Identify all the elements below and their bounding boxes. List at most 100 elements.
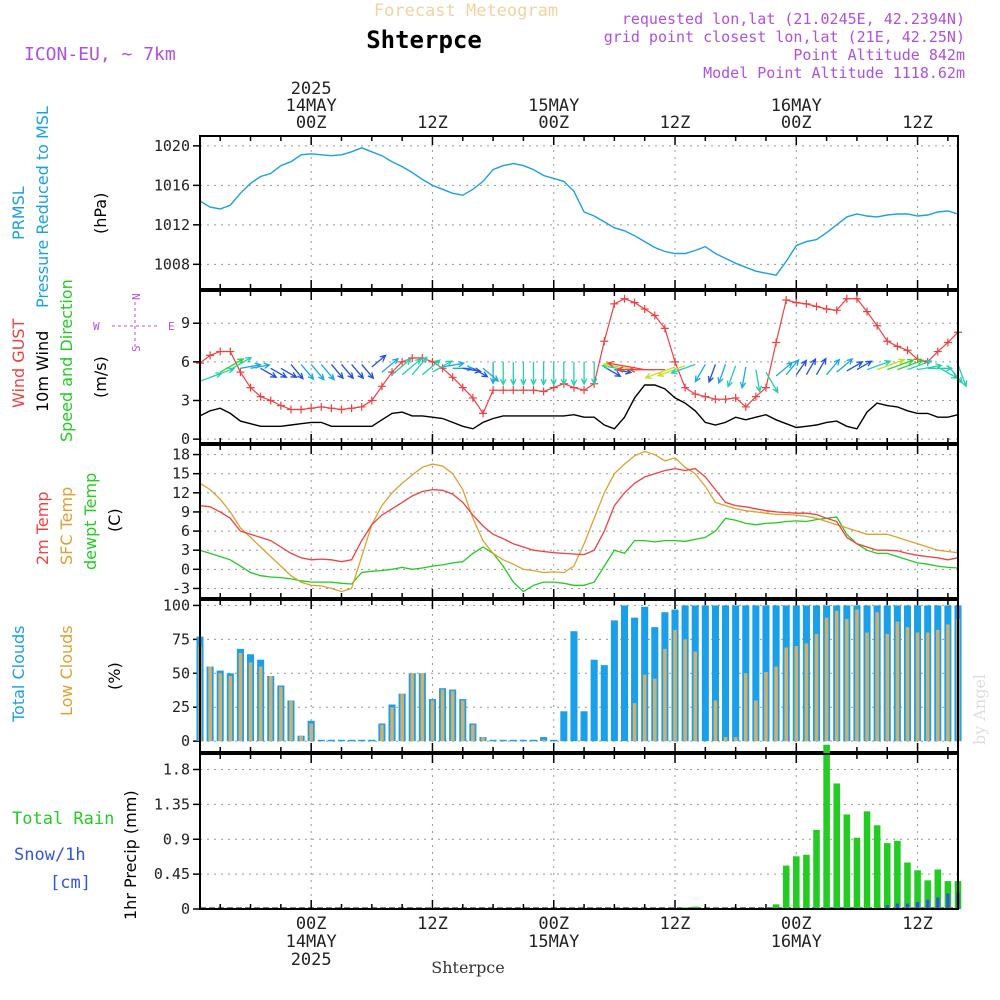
total-cloud-bar (631, 617, 639, 742)
rain-bar (904, 862, 911, 909)
rain-bar (914, 870, 921, 909)
clouds-ytick-label: 25 (172, 698, 190, 716)
low-cloud-bar (693, 651, 697, 742)
rain-bar (823, 744, 830, 909)
total-cloud-bar (600, 665, 608, 742)
wind-direction-arrow (876, 358, 906, 371)
clouds-ytick-label: 75 (172, 630, 190, 648)
wind-direction-arrow (694, 364, 706, 383)
temp-label-sfc: SFC Temp (57, 487, 76, 565)
gust-marker (630, 298, 639, 307)
clouds-ytick-label: 0 (181, 732, 190, 750)
wind-direction-arrow (250, 362, 271, 370)
wind-direction-arrow (510, 361, 517, 387)
pressure-ytick-label: 1012 (154, 216, 190, 234)
total-cloud-bar (327, 739, 335, 742)
gust-marker (509, 386, 518, 395)
gust-marker (256, 392, 265, 401)
wind-10m-line (199, 384, 959, 430)
wind-direction-arrow (280, 367, 298, 379)
wind-direction-arrow (591, 361, 598, 386)
low-cloud-bar (946, 624, 950, 742)
wind-direction-arrow (219, 358, 245, 373)
wind-label-10m: 10m Wind (33, 331, 52, 412)
low-cloud-bar (218, 673, 222, 742)
wind-direction-arrow (795, 359, 808, 376)
top-time-label: 00Z (538, 113, 569, 133)
low-cloud-bar (824, 617, 829, 742)
gust-marker (792, 298, 801, 307)
gust-marker (367, 396, 376, 405)
wind-panel: Wind GUST 10m Wind Speed and Direction (… (9, 279, 175, 442)
total-cloud-bar (317, 739, 325, 742)
model-label: ICON-EU, ~ 7km (24, 44, 176, 65)
gust-marker (246, 383, 255, 392)
pressure-ytick-label: 1008 (154, 255, 190, 273)
wind-plot: 0 3 6 9 (181, 290, 968, 448)
gust-marker (317, 402, 326, 411)
wind-direction-arrow (421, 359, 441, 376)
compass-n: N (130, 293, 143, 300)
wind-direction-arrow (452, 365, 474, 372)
low-cloud-bar (895, 621, 900, 742)
temp-ytick-label: 0 (181, 560, 190, 578)
precip-ytick-label: 1.35 (154, 795, 190, 813)
gust-marker (337, 405, 346, 414)
wind-direction-arrow (856, 360, 873, 371)
low-cloud-bar (410, 673, 415, 742)
precip-ytick-label: 0.9 (163, 830, 190, 848)
gust-marker (499, 386, 508, 395)
gust-marker (772, 338, 781, 347)
gust-marker (236, 368, 245, 377)
gust-marker (327, 404, 336, 413)
precip-ytick-label: 0.45 (154, 865, 190, 883)
bottom-time-label: 14MAY (286, 932, 337, 952)
wind-direction-arrow (670, 363, 696, 375)
location-title: Shterpce (366, 26, 482, 54)
wind-frame (199, 290, 959, 444)
low-cloud-bar (279, 686, 283, 742)
low-cloud-bar (289, 700, 293, 742)
rain-bar (863, 811, 871, 909)
temp-ytick-label: 12 (172, 484, 190, 502)
bottom-time-label: 12Z (660, 914, 691, 934)
gust-marker (478, 409, 487, 418)
rain-bar (833, 783, 841, 909)
gust-marker (580, 386, 589, 395)
gust-marker (297, 405, 306, 414)
low-cloud-bar (238, 652, 243, 742)
low-cloud-bar (481, 737, 485, 742)
top-time-label: 12Z (902, 113, 933, 133)
gust-marker (539, 387, 548, 396)
temp-ytick-label: -3 (172, 579, 190, 597)
gust-marker (448, 373, 457, 382)
wind-direction-arrow (411, 356, 428, 376)
wind-gust-line (199, 298, 959, 415)
gust-marker (782, 296, 791, 305)
gust-marker (610, 299, 619, 308)
low-cloud-bar (875, 612, 879, 742)
wind-direction-arrow (330, 363, 344, 380)
gust-marker (883, 337, 892, 346)
bottom-time-label: 00Z (781, 914, 812, 934)
temp-ytick-label: 15 (172, 465, 190, 483)
gust-marker (721, 395, 730, 404)
low-cloud-bar (450, 690, 455, 742)
gust-marker (842, 294, 851, 303)
wind-direction-arrow (846, 361, 864, 372)
charts-layer: 10081012101610200369-3036912151802550751… (154, 135, 968, 918)
low-cloud-bar (208, 666, 212, 742)
pressure-unit: (hPa) (91, 193, 110, 234)
temp-ytick-label: 6 (181, 522, 190, 540)
pressure-plot: 1008 1012 1016 1020 (154, 135, 959, 290)
total-cloud-bar (509, 739, 517, 742)
pressure-label-msl: Pressure Reduced to MSL (33, 106, 52, 308)
rain-bar (691, 906, 699, 909)
wind-direction-arrow (361, 363, 375, 380)
low-cloud-bar (925, 632, 930, 742)
snow-bar (946, 893, 950, 909)
pressure-ytick-label: 1020 (154, 137, 190, 155)
low-cloud-bar (248, 662, 253, 742)
wind-direction-arrow (290, 363, 304, 380)
